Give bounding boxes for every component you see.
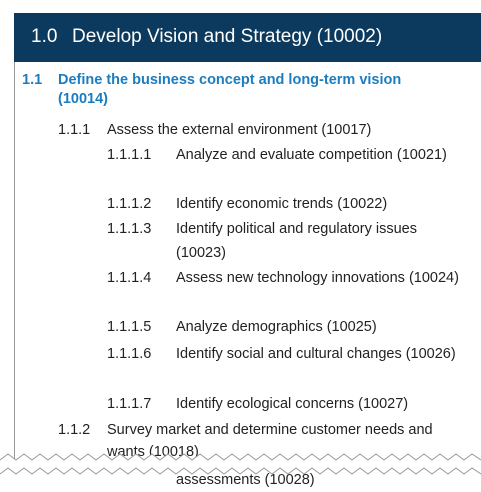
header-number: 1.0 <box>31 26 58 47</box>
item-number: 1.1.1.2 <box>107 196 152 212</box>
item-text: Survey market and determine customer nee… <box>107 422 433 460</box>
item-number: 1.1.2 <box>58 422 91 438</box>
item-number: 1.1 <box>22 72 43 88</box>
item-number: 1.1.1 <box>58 122 91 138</box>
item-text: Identify social and cultural changes (10… <box>176 346 456 362</box>
torn-edge <box>0 453 481 475</box>
item-text: Analyze and evaluate competition (10021) <box>176 147 447 163</box>
item-text: Identify political and regulatory issues… <box>176 221 417 261</box>
item-text: Analyze demographics (10025) <box>176 319 377 335</box>
torn-line <box>0 453 481 461</box>
item-text: Identify ecological concerns (10027) <box>176 396 409 412</box>
item-number: 1.1.1.4 <box>107 270 152 286</box>
item-number: 1.1.1.6 <box>107 346 152 362</box>
item-number: 1.1.1.5 <box>107 319 152 335</box>
item-text: Define the business concept and long-ter… <box>58 72 402 107</box>
left-border <box>14 62 15 462</box>
item-number: 1.1.1.7 <box>107 396 152 412</box>
header-title: Develop Vision and Strategy (10002) <box>72 26 383 47</box>
header-bar: 1.0 Develop Vision and Strategy (10002) <box>14 13 481 62</box>
item-number: 1.1.1.3 <box>107 221 152 237</box>
item-text: Assess new technology innovations (10024… <box>176 270 459 286</box>
torn-line <box>0 467 481 475</box>
item-text: Assess the external environment (10017) <box>107 122 372 138</box>
item-text: Identify economic trends (10022) <box>176 196 388 212</box>
item-number: 1.1.1.1 <box>107 147 152 163</box>
torn-fill <box>0 454 481 474</box>
cut-text: assessments (10028) <box>176 472 315 488</box>
